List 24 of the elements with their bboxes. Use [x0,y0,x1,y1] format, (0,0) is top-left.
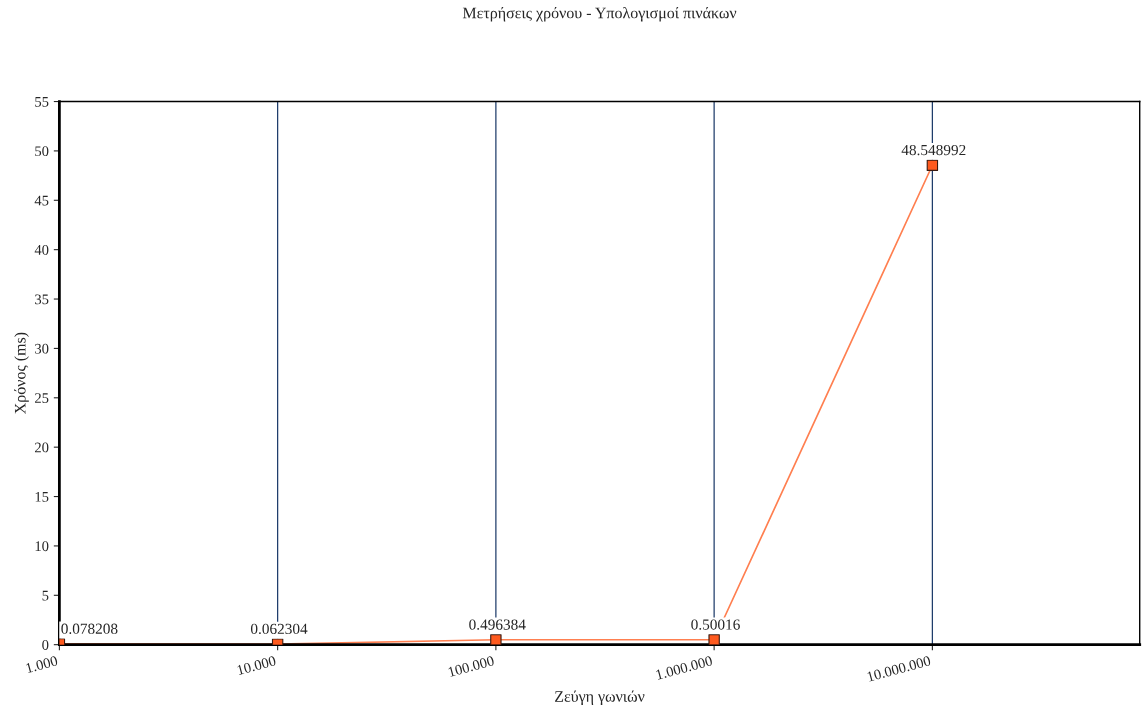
y-tick-label: 30 [35,343,49,354]
data-label: 0.078208 [61,623,118,634]
x-tick-label: 100.000 [448,655,495,678]
y-tick-label: 25 [35,393,49,403]
x-tick-label: 10.000 [236,655,277,676]
chart-title: Μετρήσεις χρόνου - Υπολογισμοί πινάκων [462,6,737,22]
y-tick-label: 55 [35,97,49,107]
y-tick-label: 35 [35,294,49,305]
y-axis-title: Χρόνος (ms) [14,332,29,414]
data-label: 0.062304 [250,623,308,635]
y-tick-label: 50 [35,146,49,157]
x-tick-label: 1.000.000 [655,655,713,680]
data-label: 48.548992 [901,144,966,156]
x-axis-title: Ζεύγη γωνιών [555,690,645,706]
y-tick-label: 40 [34,245,49,255]
data-label: 0.50016 [691,619,740,630]
y-tick-label: 15 [35,491,49,502]
x-tick-label: 1.000 [25,655,59,674]
data-label: 0.496384 [469,619,526,630]
y-tick-label: 10 [35,541,49,552]
y-tick-label: 45 [34,195,49,206]
y-tick-label: 20 [35,442,49,453]
y-tick-label: 5 [42,590,49,601]
y-tick-label: 0 [42,640,49,650]
